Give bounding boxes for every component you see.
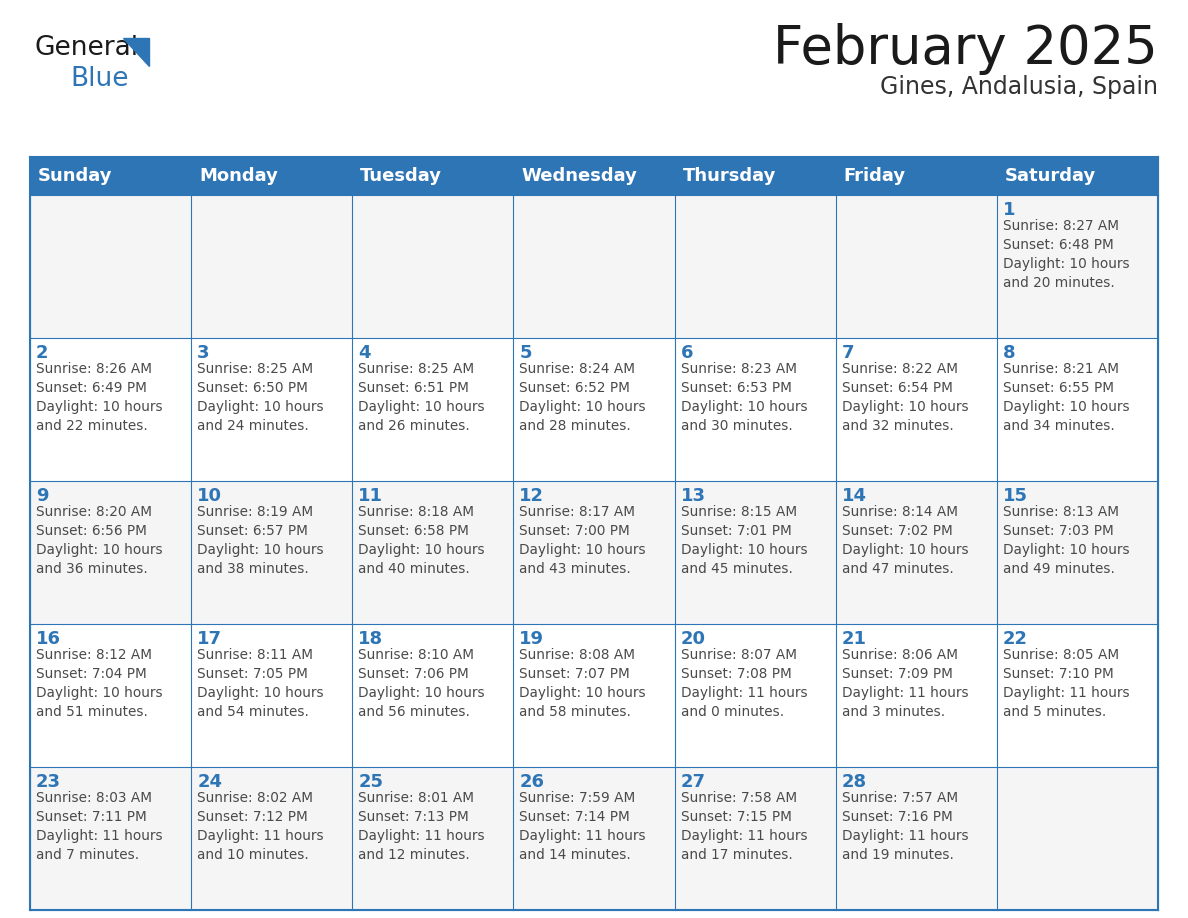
Bar [191, 157, 353, 195]
Text: 7: 7 [842, 344, 854, 362]
Bar [513, 157, 675, 195]
Text: 3: 3 [197, 344, 209, 362]
Bar [835, 157, 997, 195]
Text: 13: 13 [681, 487, 706, 505]
Text: 6: 6 [681, 344, 693, 362]
Text: Sunrise: 8:01 AM
Sunset: 7:13 PM
Daylight: 11 hours
and 12 minutes.: Sunrise: 8:01 AM Sunset: 7:13 PM Dayligh… [359, 791, 485, 862]
Text: 10: 10 [197, 487, 222, 505]
Text: Sunrise: 8:11 AM
Sunset: 7:05 PM
Daylight: 10 hours
and 54 minutes.: Sunrise: 8:11 AM Sunset: 7:05 PM Dayligh… [197, 648, 324, 719]
Text: 20: 20 [681, 630, 706, 648]
Text: Sunday: Sunday [38, 167, 113, 185]
Text: Blue: Blue [70, 66, 128, 92]
Text: Sunrise: 8:06 AM
Sunset: 7:09 PM
Daylight: 11 hours
and 3 minutes.: Sunrise: 8:06 AM Sunset: 7:09 PM Dayligh… [842, 648, 968, 719]
Polygon shape [124, 38, 148, 66]
Text: 2: 2 [36, 344, 49, 362]
Bar [30, 624, 1158, 767]
Text: Sunrise: 8:25 AM
Sunset: 6:51 PM
Daylight: 10 hours
and 26 minutes.: Sunrise: 8:25 AM Sunset: 6:51 PM Dayligh… [359, 362, 485, 433]
Text: 17: 17 [197, 630, 222, 648]
Text: 14: 14 [842, 487, 867, 505]
Text: Thursday: Thursday [683, 167, 776, 185]
Text: Sunrise: 8:02 AM
Sunset: 7:12 PM
Daylight: 11 hours
and 10 minutes.: Sunrise: 8:02 AM Sunset: 7:12 PM Dayligh… [197, 791, 324, 862]
Text: Sunrise: 8:05 AM
Sunset: 7:10 PM
Daylight: 11 hours
and 5 minutes.: Sunrise: 8:05 AM Sunset: 7:10 PM Dayligh… [1003, 648, 1130, 719]
Text: 15: 15 [1003, 487, 1028, 505]
Bar [997, 157, 1158, 195]
Text: 22: 22 [1003, 630, 1028, 648]
Text: 25: 25 [359, 773, 384, 791]
Text: 11: 11 [359, 487, 384, 505]
Bar [30, 157, 191, 195]
Text: Sunrise: 8:21 AM
Sunset: 6:55 PM
Daylight: 10 hours
and 34 minutes.: Sunrise: 8:21 AM Sunset: 6:55 PM Dayligh… [1003, 362, 1130, 433]
Text: Sunrise: 8:15 AM
Sunset: 7:01 PM
Daylight: 10 hours
and 45 minutes.: Sunrise: 8:15 AM Sunset: 7:01 PM Dayligh… [681, 505, 807, 576]
Text: Sunrise: 8:26 AM
Sunset: 6:49 PM
Daylight: 10 hours
and 22 minutes.: Sunrise: 8:26 AM Sunset: 6:49 PM Dayligh… [36, 362, 163, 433]
Bar [30, 481, 1158, 624]
Text: Sunrise: 8:23 AM
Sunset: 6:53 PM
Daylight: 10 hours
and 30 minutes.: Sunrise: 8:23 AM Sunset: 6:53 PM Dayligh… [681, 362, 807, 433]
Text: 26: 26 [519, 773, 544, 791]
Text: 21: 21 [842, 630, 867, 648]
Text: Sunrise: 8:07 AM
Sunset: 7:08 PM
Daylight: 11 hours
and 0 minutes.: Sunrise: 8:07 AM Sunset: 7:08 PM Dayligh… [681, 648, 807, 719]
Bar [30, 195, 1158, 338]
Text: 5: 5 [519, 344, 532, 362]
Text: Sunrise: 8:13 AM
Sunset: 7:03 PM
Daylight: 10 hours
and 49 minutes.: Sunrise: 8:13 AM Sunset: 7:03 PM Dayligh… [1003, 505, 1130, 576]
Text: 24: 24 [197, 773, 222, 791]
Text: February: February [34, 29, 42, 30]
Text: 4: 4 [359, 344, 371, 362]
Text: Friday: Friday [843, 167, 905, 185]
Text: Sunrise: 8:20 AM
Sunset: 6:56 PM
Daylight: 10 hours
and 36 minutes.: Sunrise: 8:20 AM Sunset: 6:56 PM Dayligh… [36, 505, 163, 576]
Text: Sunrise: 8:27 AM
Sunset: 6:48 PM
Daylight: 10 hours
and 20 minutes.: Sunrise: 8:27 AM Sunset: 6:48 PM Dayligh… [1003, 219, 1130, 290]
Text: 1: 1 [1003, 201, 1016, 219]
Text: Sunrise: 7:57 AM
Sunset: 7:16 PM
Daylight: 11 hours
and 19 minutes.: Sunrise: 7:57 AM Sunset: 7:16 PM Dayligh… [842, 791, 968, 862]
Text: Sunrise: 8:14 AM
Sunset: 7:02 PM
Daylight: 10 hours
and 47 minutes.: Sunrise: 8:14 AM Sunset: 7:02 PM Dayligh… [842, 505, 968, 576]
Text: Sunrise: 7:58 AM
Sunset: 7:15 PM
Daylight: 11 hours
and 17 minutes.: Sunrise: 7:58 AM Sunset: 7:15 PM Dayligh… [681, 791, 807, 862]
Text: Sunrise: 8:24 AM
Sunset: 6:52 PM
Daylight: 10 hours
and 28 minutes.: Sunrise: 8:24 AM Sunset: 6:52 PM Dayligh… [519, 362, 646, 433]
Text: 9: 9 [36, 487, 49, 505]
Text: 28: 28 [842, 773, 867, 791]
Text: 12: 12 [519, 487, 544, 505]
Text: 16: 16 [36, 630, 61, 648]
Text: Saturday: Saturday [1005, 167, 1097, 185]
Bar [353, 157, 513, 195]
Text: Sunrise: 8:08 AM
Sunset: 7:07 PM
Daylight: 10 hours
and 58 minutes.: Sunrise: 8:08 AM Sunset: 7:07 PM Dayligh… [519, 648, 646, 719]
Text: Sunrise: 8:03 AM
Sunset: 7:11 PM
Daylight: 11 hours
and 7 minutes.: Sunrise: 8:03 AM Sunset: 7:11 PM Dayligh… [36, 791, 163, 862]
Bar [675, 157, 835, 195]
Text: 8: 8 [1003, 344, 1016, 362]
Text: Sunrise: 8:17 AM
Sunset: 7:00 PM
Daylight: 10 hours
and 43 minutes.: Sunrise: 8:17 AM Sunset: 7:00 PM Dayligh… [519, 505, 646, 576]
Bar [30, 338, 1158, 481]
Text: February 2025: February 2025 [773, 23, 1158, 75]
Text: 19: 19 [519, 630, 544, 648]
Text: Sunrise: 8:25 AM
Sunset: 6:50 PM
Daylight: 10 hours
and 24 minutes.: Sunrise: 8:25 AM Sunset: 6:50 PM Dayligh… [197, 362, 324, 433]
Text: Monday: Monday [200, 167, 278, 185]
Bar [30, 767, 1158, 910]
Text: Sunrise: 7:59 AM
Sunset: 7:14 PM
Daylight: 11 hours
and 14 minutes.: Sunrise: 7:59 AM Sunset: 7:14 PM Dayligh… [519, 791, 646, 862]
Text: Gines, Andalusia, Spain: Gines, Andalusia, Spain [880, 75, 1158, 99]
Text: Sunrise: 8:12 AM
Sunset: 7:04 PM
Daylight: 10 hours
and 51 minutes.: Sunrise: 8:12 AM Sunset: 7:04 PM Dayligh… [36, 648, 163, 719]
Text: 18: 18 [359, 630, 384, 648]
Text: Sunrise: 8:22 AM
Sunset: 6:54 PM
Daylight: 10 hours
and 32 minutes.: Sunrise: 8:22 AM Sunset: 6:54 PM Dayligh… [842, 362, 968, 433]
Text: General: General [34, 35, 139, 61]
Text: 27: 27 [681, 773, 706, 791]
Text: Wednesday: Wednesday [522, 167, 637, 185]
Text: 23: 23 [36, 773, 61, 791]
Text: Sunrise: 8:18 AM
Sunset: 6:58 PM
Daylight: 10 hours
and 40 minutes.: Sunrise: 8:18 AM Sunset: 6:58 PM Dayligh… [359, 505, 485, 576]
Text: Tuesday: Tuesday [360, 167, 442, 185]
Text: Sunrise: 8:10 AM
Sunset: 7:06 PM
Daylight: 10 hours
and 56 minutes.: Sunrise: 8:10 AM Sunset: 7:06 PM Dayligh… [359, 648, 485, 719]
Text: Sunrise: 8:19 AM
Sunset: 6:57 PM
Daylight: 10 hours
and 38 minutes.: Sunrise: 8:19 AM Sunset: 6:57 PM Dayligh… [197, 505, 324, 576]
